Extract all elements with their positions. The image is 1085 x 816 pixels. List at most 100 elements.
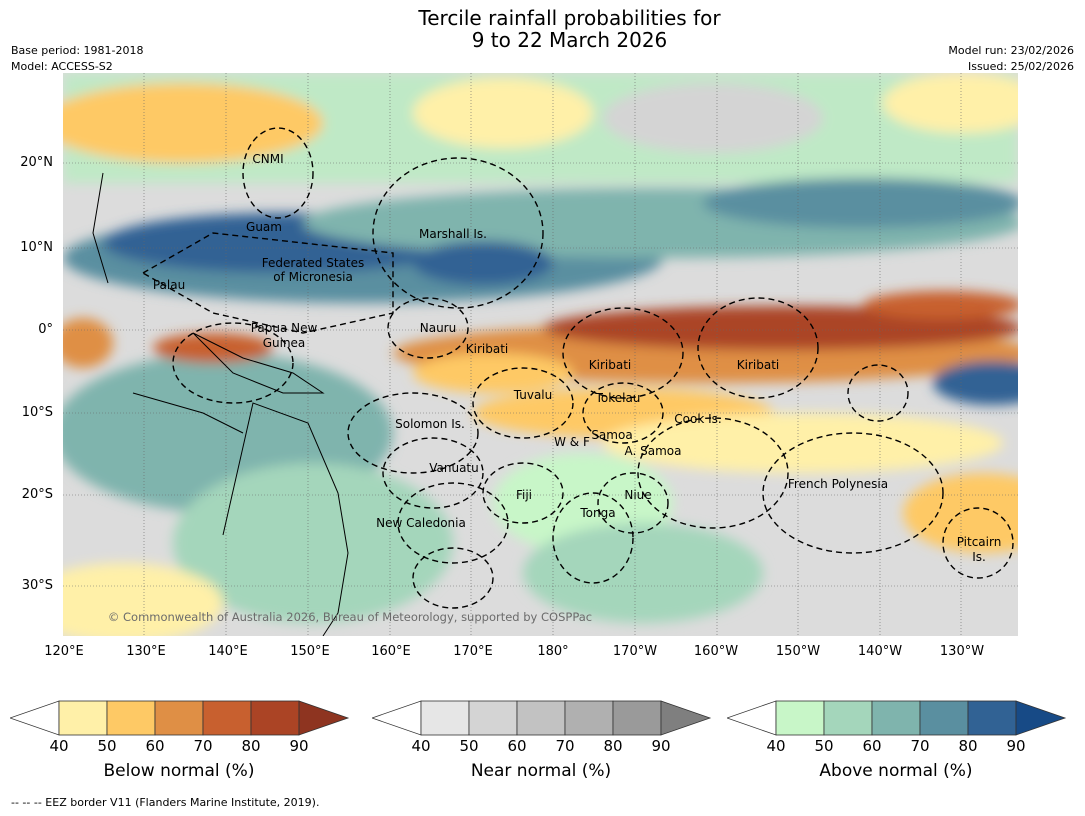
eez-borders (141, 127, 1014, 609)
above-tick-50: 50 (814, 737, 834, 755)
map-title: Tercile rainfall probabilities for 9 to … (0, 7, 1085, 51)
lon-160e: 160°E (371, 644, 411, 659)
near-tick-90: 90 (651, 737, 671, 755)
label-guam: Guam (246, 220, 282, 234)
label-fsm-2: of Micronesia (273, 270, 353, 284)
lon-140e: 140°E (208, 644, 248, 659)
label-kiribati-east: Kiribati (737, 358, 779, 372)
colorbar-above-normal (727, 700, 1067, 736)
lat-20s: 20°S (21, 487, 53, 502)
rainfall-map: CNMI Guam Marshall Is. Federated States … (63, 73, 1018, 636)
lat-0: 0° (38, 322, 53, 337)
label-cook: Cook Is. (674, 412, 721, 426)
colorbar-near-normal-under (372, 700, 422, 736)
label-png-2: Guinea (263, 336, 306, 350)
colorbar-below-normal-60-70 (154, 700, 204, 736)
label-palau: Palau (153, 278, 185, 292)
coastlines (92, 172, 349, 636)
label-tonga: Tonga (579, 506, 615, 520)
place-labels: CNMI Guam Marshall Is. Federated States … (153, 152, 1001, 564)
lon-150e: 150°E (290, 644, 330, 659)
copyright-notice: © Commonwealth of Australia 2026, Bureau… (108, 610, 592, 624)
near-tick-40: 40 (411, 737, 431, 755)
above-normal-title: Above normal (%) (819, 761, 973, 781)
label-niue: Niue (624, 488, 651, 502)
meta-left: Base period: 1981-2018 Model: ACCESS-S2 (11, 43, 143, 75)
colorbar-near-normal-40-50 (420, 700, 470, 736)
colorbar-above-normal-under (727, 700, 777, 736)
lon-120e: 120°E (44, 644, 84, 659)
colorbar-below-normal-under (10, 700, 60, 736)
colorbar-below-normal-over (298, 700, 350, 736)
colorbar-above-normal-60-70 (871, 700, 921, 736)
colorbar-below-normal-80-90 (250, 700, 300, 736)
colorbar-below-normal-40-50 (58, 700, 108, 736)
colorbar-near-normal (372, 700, 712, 736)
colorbar-below-normal (10, 700, 350, 736)
colorbar-below-normal-50-60 (106, 700, 156, 736)
above-tick-70: 70 (910, 737, 930, 755)
title-line-1: Tercile rainfall probabilities for (418, 6, 721, 30)
lat-30s: 30°S (21, 578, 53, 593)
label-tokelau: Tokelau (595, 391, 641, 405)
colorbar-above-normal-over (1015, 700, 1067, 736)
colorbar-near-normal-over (660, 700, 712, 736)
probability-field (63, 73, 1018, 636)
near-tick-50: 50 (459, 737, 479, 755)
label-vanuatu: Vanuatu (429, 461, 479, 475)
lon-160w: 160°W (693, 644, 739, 659)
near-tick-70: 70 (555, 737, 575, 755)
above-tick-40: 40 (766, 737, 786, 755)
label-cnmi: CNMI (252, 152, 283, 166)
lon-130w: 130°W (939, 644, 985, 659)
lon-140w: 140°W (857, 644, 903, 659)
label-solomon: Solomon Is. (395, 417, 465, 431)
colorbar-below-normal-70-80 (202, 700, 252, 736)
label-kiribati-west: Kiribati (466, 342, 508, 356)
lon-130e: 130°E (126, 644, 166, 659)
colorbar-above-normal-50-60 (823, 700, 873, 736)
colorbar-above-normal-70-80 (919, 700, 969, 736)
below-tick-70: 70 (193, 737, 213, 755)
colorbar-near-normal-60-70 (516, 700, 566, 736)
near-normal-title: Near normal (%) (470, 761, 612, 781)
lat-10n: 10°N (20, 240, 53, 255)
label-pitcairn-2: Is. (972, 550, 986, 564)
lat-20n: 20°N (20, 155, 53, 170)
lat-10s: 10°S (21, 405, 53, 420)
eez-footer-note: -- -- -- EEZ border V11 (Flanders Marine… (11, 796, 320, 809)
label-tuvalu: Tuvalu (513, 388, 553, 402)
label-fsm-1: Federated States (262, 256, 364, 270)
below-tick-40: 40 (49, 737, 69, 755)
colorbar-above-normal-80-90 (967, 700, 1017, 736)
base-period: Base period: 1981-2018 (11, 44, 144, 57)
label-kiribati-central: Kiribati (589, 358, 631, 372)
lon-150w: 150°W (775, 644, 821, 659)
near-tick-80: 80 (603, 737, 623, 755)
label-nauru: Nauru (420, 321, 456, 335)
above-tick-90: 90 (1006, 737, 1026, 755)
above-tick-80: 80 (958, 737, 978, 755)
graticule (63, 73, 1018, 636)
label-fiji: Fiji (516, 488, 532, 502)
label-marshall: Marshall Is. (419, 227, 487, 241)
colorbar-above-normal-40-50 (775, 700, 825, 736)
label-french-polynesia: French Polynesia (788, 477, 888, 491)
label-american-samoa: A. Samoa (625, 444, 682, 458)
below-normal-title: Below normal (%) (103, 761, 255, 781)
colorbar-near-normal-70-80 (564, 700, 614, 736)
label-samoa: Samoa (591, 428, 632, 442)
model-name: Model: ACCESS-S2 (11, 60, 113, 73)
colorbar-near-normal-80-90 (612, 700, 662, 736)
model-run: Model run: 23/02/2026 (948, 44, 1074, 57)
label-png-1: Papua New (251, 321, 318, 335)
below-tick-80: 80 (241, 737, 261, 755)
lon-170e: 170°E (453, 644, 493, 659)
colorbar-near-normal-50-60 (468, 700, 518, 736)
title-line-2: 9 to 22 March 2026 (471, 28, 668, 52)
above-tick-60: 60 (862, 737, 882, 755)
lon-180: 180° (537, 644, 569, 659)
near-tick-60: 60 (507, 737, 527, 755)
lon-170w: 170°W (612, 644, 658, 659)
below-tick-60: 60 (145, 737, 165, 755)
